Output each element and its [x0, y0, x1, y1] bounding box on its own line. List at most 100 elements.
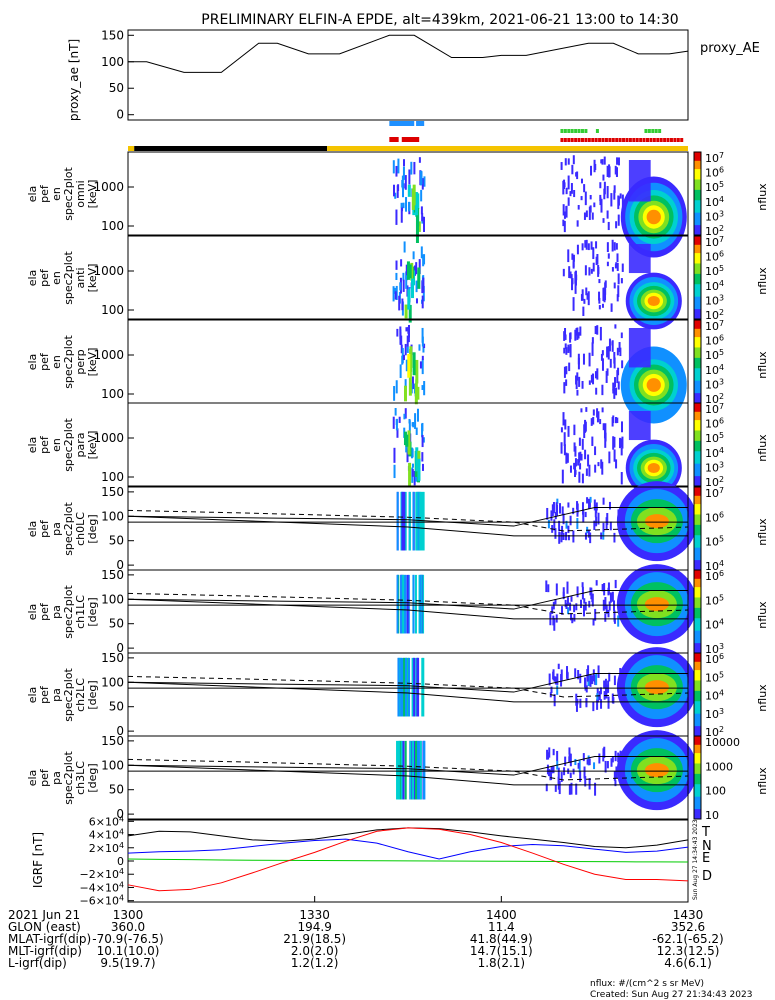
pitch-angle-pixel — [550, 769, 553, 781]
colorbar-swatch — [694, 513, 701, 517]
pa-line-solid-ascending — [127, 756, 688, 776]
colorbar-frame — [693, 735, 702, 820]
time-table-cell: 2.0(2.0) — [291, 944, 339, 958]
pitch-angle-streak — [419, 574, 422, 634]
spectrogram-pixel — [408, 169, 411, 185]
pitch-angle-pixel — [613, 532, 616, 543]
spectrogram-pixel — [395, 380, 398, 394]
spectrogram-pixel — [600, 353, 603, 361]
pitch-angle-pixel — [570, 613, 573, 621]
spectrogram-pixel — [592, 416, 595, 425]
colorbar-swatch — [694, 176, 701, 180]
pitch-angle-pixel — [553, 676, 556, 682]
colorbar-swatch — [694, 152, 701, 155]
colorbar-swatch — [694, 376, 701, 379]
flag-green-dash — [567, 129, 571, 133]
colorbar-swatch — [694, 729, 701, 733]
colorbar-swatch — [694, 481, 701, 485]
igrf-ytick-label: −6×104 — [80, 894, 124, 908]
spectrogram-pixel — [563, 382, 566, 394]
spectrogram-pixel — [601, 358, 604, 371]
colorbar-swatch — [694, 814, 701, 818]
spectrogram-pixel — [564, 158, 567, 166]
pitch-angle-pixel — [550, 510, 553, 521]
spectrogram-pixel — [565, 452, 568, 464]
spectrogram-pixel — [392, 416, 395, 429]
colorbar-swatch — [694, 403, 701, 406]
colorbar-swatch — [694, 409, 701, 412]
colorbar-swatch — [694, 748, 701, 752]
spectrogram-pixel — [574, 329, 577, 341]
pitch-angle-pixel — [545, 580, 548, 593]
flag-red-dash — [625, 138, 629, 142]
colorbar-swatch — [694, 684, 701, 687]
spectrogram-pixel — [580, 408, 583, 413]
pitch-angle-pixel — [613, 771, 616, 781]
spectrogram-pixel — [422, 346, 425, 353]
colorbar-swatch — [694, 491, 701, 494]
colorbar-swatch — [694, 657, 701, 660]
pitch-angle-pixel — [547, 584, 550, 593]
pitch-angle-label: ela pef pa spec2plot ch2LC [deg] — [26, 668, 99, 722]
spectrogram-pixel — [601, 159, 604, 165]
spectrogram-pixel — [598, 305, 601, 310]
colorbar-swatch — [694, 518, 701, 521]
spectrogram-pixel — [584, 421, 587, 432]
pitch-angle-pixel — [551, 606, 554, 614]
spectrogram-event-base — [628, 244, 651, 274]
flag-red-dash — [622, 138, 626, 142]
colorbar-swatch — [694, 547, 701, 550]
pitch-angle-pixel — [580, 599, 583, 609]
colorbar-swatch — [694, 314, 701, 318]
pitch-angle-label-line: ch3LC — [74, 761, 87, 795]
colorbar-frame — [693, 402, 702, 487]
spectrogram-pixel — [604, 282, 607, 295]
flag-red-dash — [618, 138, 622, 142]
pitch-angle-label: ela pef pa spec2plot ch3LC [deg] — [26, 751, 99, 805]
spectrogram-pixel — [572, 258, 575, 269]
colorbar-swatch — [694, 634, 701, 637]
pitch-angle-pixel — [575, 783, 578, 795]
flag-green-dash — [574, 129, 578, 133]
pitch-angle-streak — [412, 574, 415, 634]
colorbar-swatch — [694, 220, 701, 224]
colorbar-tick-label: 103 — [705, 460, 724, 474]
colorbar-swatch — [694, 665, 701, 669]
spectrogram-pixel — [583, 184, 586, 193]
time-table-cell: 21.9(18.5) — [283, 932, 346, 946]
pitch-angle-streak — [422, 657, 425, 717]
spectrogram-pixel — [409, 346, 413, 368]
spectrogram-pixel — [590, 374, 593, 383]
spectrogram-pixel — [601, 350, 604, 356]
pitch-angle-pixel — [594, 504, 597, 518]
spectrogram-pixel — [414, 413, 417, 429]
spectrogram-pixel — [421, 336, 424, 347]
pitch-angle-pixel — [578, 760, 581, 773]
spectrogram-pixel — [398, 295, 401, 311]
pa-line-dashed — [127, 592, 689, 615]
colorbar-swatch — [694, 205, 701, 209]
colorbar-tick-label: 103 — [705, 377, 724, 391]
spectrogram-pixel — [575, 375, 578, 385]
spectrogram-pixel — [592, 247, 595, 260]
pitch-angle-pixel — [558, 531, 561, 544]
colorbar-tick-label: 106 — [705, 334, 724, 348]
spectrogram-pixel — [576, 244, 579, 255]
colorbar-swatch — [694, 507, 701, 511]
spectrogram-pixel — [568, 266, 571, 279]
pitch-angle-pixel — [588, 758, 591, 766]
spectrogram-pixel — [588, 267, 591, 276]
pitch-angle-pixel — [592, 701, 595, 712]
colorbar-swatch — [694, 650, 701, 654]
pitch-angle-ytick-label: 100 — [101, 592, 124, 606]
pitch-angle-panel-0: 150 100 50 0 ela pef pa spec2plot ch0LC [deg] — [26, 481, 697, 572]
pitch-angle-data — [396, 564, 697, 645]
pitch-angle-streak — [396, 740, 399, 800]
colorbar-swatch — [694, 197, 701, 201]
spectrogram-pixel — [602, 288, 605, 302]
spectrogram-pixel — [563, 211, 566, 219]
colorbar-swatch — [694, 373, 701, 377]
flag-green-dash — [580, 129, 584, 133]
